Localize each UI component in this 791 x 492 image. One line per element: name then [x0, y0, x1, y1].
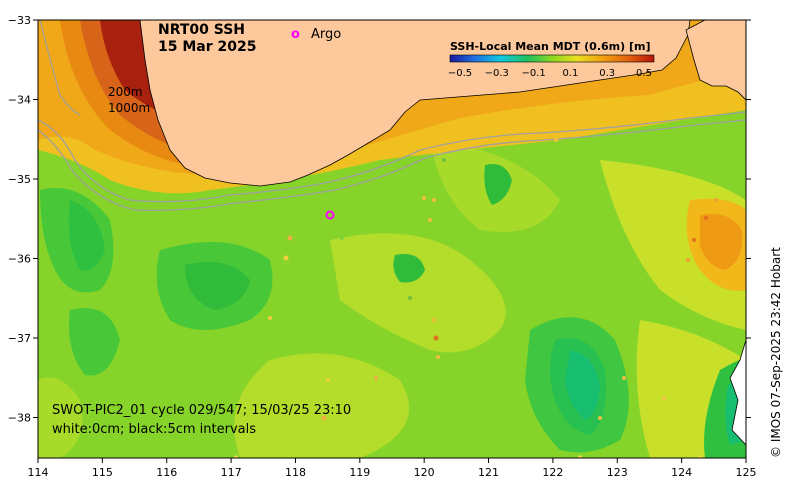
obs-point	[697, 455, 703, 458]
obs-point	[436, 355, 440, 359]
isobath-label-200m: 200m	[108, 85, 143, 99]
x-tick-label: 120	[414, 466, 435, 479]
obs-point	[662, 396, 666, 400]
colorbar-ticks: −0.5 −0.3 −0.1 0.1 0.3 0.5	[448, 68, 652, 79]
y-tick-label: −38	[8, 412, 31, 425]
y-tick-label: −36	[8, 253, 31, 266]
plot-frame	[37, 19, 747, 459]
obs-point	[287, 235, 293, 241]
obs-point	[326, 378, 330, 382]
swot-contour-info: white:0cm; black:5cm intervals	[52, 422, 256, 437]
obs-point	[433, 335, 439, 341]
x-tick-label: 118	[285, 466, 306, 479]
isobath-200m	[38, 111, 746, 203]
ssh-region	[234, 353, 409, 458]
obs-point	[686, 258, 690, 262]
x-tick-label: 117	[221, 466, 242, 479]
cold-eddy-core	[185, 262, 250, 310]
ssh-region	[330, 233, 506, 353]
x-tick-label: 123	[607, 466, 628, 479]
obs-point	[340, 236, 344, 240]
obs-point	[577, 455, 583, 458]
cold-eddy	[393, 254, 425, 283]
map-title-date: 15 Mar 2025	[158, 39, 256, 55]
obs-point	[432, 198, 436, 202]
x-tick-label: 121	[478, 466, 499, 479]
colorbar-gradient	[449, 54, 655, 63]
y-tick-label: −33	[8, 14, 31, 27]
map-field	[38, 20, 746, 458]
argo-legend-symbol: o	[291, 27, 300, 42]
obs-point	[428, 218, 432, 222]
colorbar-title: SSH-Local Mean MDT (0.6m) [m]	[450, 40, 650, 53]
obs-point	[704, 216, 708, 220]
obs-point	[432, 318, 436, 322]
y-tick-label: −37	[8, 332, 31, 345]
obs-point	[442, 158, 446, 162]
observation-points	[233, 138, 718, 458]
y-tick-label: −35	[8, 173, 31, 186]
ssh-region	[38, 377, 83, 458]
y-tick-label: −34	[8, 94, 31, 107]
cold-eddy-core	[68, 200, 105, 271]
obs-point	[622, 376, 626, 380]
x-tick-label: 115	[92, 466, 113, 479]
obs-point	[268, 316, 272, 320]
colorbar-tick-label: 0.3	[599, 68, 615, 79]
isobath-west	[39, 20, 81, 116]
obs-point	[321, 415, 327, 421]
colorbar-tick-label: −0.1	[521, 68, 545, 79]
x-tick-label: 122	[542, 466, 563, 479]
swot-cycle-info: SWOT-PIC2_01 cycle 029/547; 15/03/25 23:…	[52, 403, 351, 418]
obs-point	[714, 198, 718, 202]
cold-eddy	[484, 164, 512, 205]
x-tick-label: 119	[349, 466, 370, 479]
australia-landmass-east	[685, 20, 746, 101]
colorbar-tick-label: 0.1	[562, 68, 578, 79]
x-axis: 114 115 116 117 118 119 120 121 122 123 124 125	[28, 458, 757, 479]
colorbar-tick-label: −0.5	[448, 68, 472, 79]
obs-point	[692, 238, 696, 242]
obs-point	[233, 455, 239, 458]
isobath-label-1000m: 1000m	[108, 101, 150, 115]
colorbar: SSH-Local Mean MDT (0.6m) [m] −0.5 −0.3 −0…	[448, 40, 655, 79]
map-title-product: NRT00 SSH	[158, 22, 245, 38]
argo-float-marker	[325, 210, 335, 220]
obs-point	[422, 196, 426, 200]
cold-eddy	[69, 308, 120, 376]
y-axis: −33 −34 −35 −36 −37 −38	[8, 14, 751, 425]
obs-point	[283, 255, 289, 261]
obs-point	[408, 296, 412, 300]
obs-point	[374, 376, 378, 380]
isobath-1000m	[38, 119, 746, 212]
cold-eddy-core	[565, 350, 600, 420]
obs-point	[598, 416, 602, 420]
obs-point	[554, 138, 558, 142]
x-tick-label: 124	[671, 466, 692, 479]
sea-contour	[729, 339, 746, 446]
argo-legend-label: Argo	[311, 27, 341, 42]
x-tick-label: 114	[28, 466, 49, 479]
x-tick-label: 116	[156, 466, 177, 479]
colorbar-tick-label: −0.3	[485, 68, 509, 79]
colorbar-tick-label: 0.5	[636, 68, 652, 79]
warm-eddy-core	[700, 214, 743, 270]
x-tick-label: 125	[736, 466, 757, 479]
imos-credit: © IMOS 07-Sep-2025 23:42 Hobart	[769, 247, 783, 458]
